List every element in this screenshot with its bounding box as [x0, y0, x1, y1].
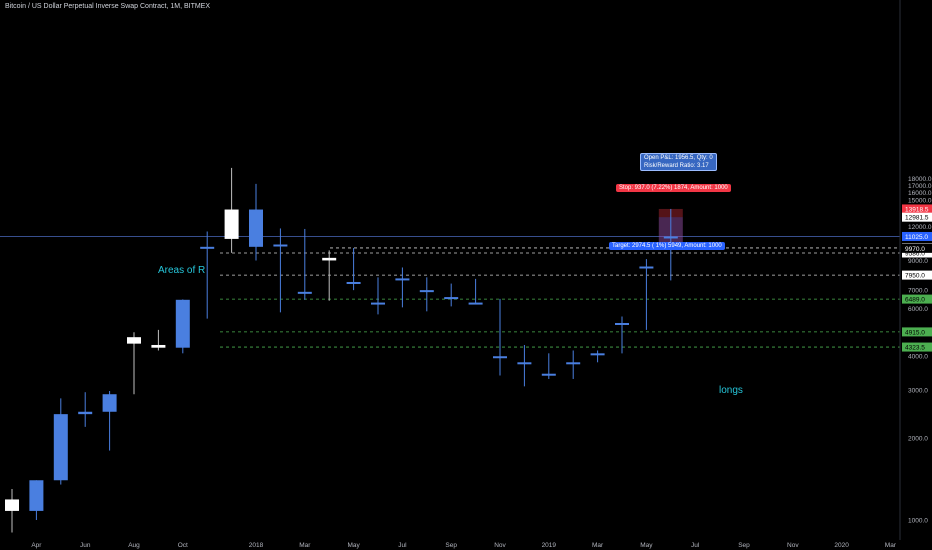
candle-body-2017-03: [5, 499, 19, 511]
y-tick-label: 15000.0: [908, 198, 932, 205]
y-tick-label: 2000.0: [908, 436, 928, 443]
candle-body-2018-05: [346, 281, 361, 284]
y-tick-label: 3000.0: [908, 388, 928, 395]
candle-body-2019-04: [615, 322, 629, 325]
pnl-line-1: Open P&L: 1956.5, Qty: 0: [644, 155, 713, 161]
price-tag-1[interactable]: 12981.5: [905, 215, 929, 222]
price-tag-0-bg: [902, 204, 932, 214]
price-tag-1-bg: [902, 212, 932, 222]
x-tick-label: Oct: [178, 542, 188, 549]
x-tick-label: Jul: [691, 542, 700, 549]
level-price-tag-3-bg: [902, 294, 932, 304]
candle-body-2018-03: [297, 291, 312, 294]
x-tick-label: Nov: [494, 542, 506, 549]
price-tag-2-bg: [902, 231, 932, 241]
level-price-tag-1-bg: [902, 248, 932, 258]
candle-body-2018-12: [517, 362, 532, 365]
price-tag-3-bg: [902, 243, 932, 253]
x-tick-label: May: [347, 542, 360, 549]
y-tick-label: 4000.0: [908, 354, 928, 361]
candle-body-2017-06: [78, 411, 93, 415]
x-tick-label: Sep: [445, 542, 457, 549]
x-tick-label: Mar: [885, 542, 897, 549]
candle-body-2018-10: [468, 302, 483, 305]
level-price-tag-3[interactable]: 6489.0: [905, 297, 925, 304]
price-axis[interactable]: 1000.02000.03000.04000.05000.06000.07000…: [899, 0, 932, 540]
level-price-tag-5-bg: [902, 342, 932, 352]
level-price-tag-5[interactable]: 4323.5: [905, 345, 925, 352]
x-tick-label: 2020: [834, 542, 849, 549]
target-label[interactable]: Target: 2974.5 ( 1%) 5949, Amount: 1000: [609, 241, 725, 250]
x-tick-label: Aug: [128, 542, 140, 549]
price-tag-0[interactable]: 13918.5: [905, 206, 929, 213]
price-tag-2[interactable]: 11025.0: [905, 234, 928, 241]
x-tick-label: Mar: [299, 542, 311, 549]
candle-body-2019-02: [566, 362, 581, 365]
stop-label[interactable]: Stop: 937.0 (7.22%) 1874, Amount: 1000: [616, 183, 731, 192]
candle-body-2018-09: [444, 297, 459, 300]
candles: [5, 167, 678, 533]
candle-body-2017-09: [151, 344, 166, 348]
candle-body-2018-07: [395, 278, 410, 281]
longs-annotation[interactable]: longs: [719, 385, 743, 396]
x-tick-label: Sep: [738, 542, 750, 549]
candle-body-2018-08: [419, 290, 434, 293]
y-tick-label: 7000.0: [908, 288, 928, 295]
candle-body-2017-08: [127, 337, 141, 344]
level-price-tag-4-bg: [902, 327, 932, 337]
pnl-label[interactable]: Open P&L: 1956.5, Qty: 0 Risk/Reward Rat…: [640, 153, 717, 171]
candle-body-2018-02: [273, 244, 288, 247]
candle-body-2017-07: [102, 394, 117, 412]
candle-body-2019-06: [663, 236, 678, 239]
chart-title: Bitcoin / US Dollar Perpetual Inverse Sw…: [5, 3, 211, 10]
y-tick-label: 18000.0: [908, 176, 932, 183]
x-tick-label: May: [640, 542, 653, 549]
x-tick-label: Jun: [80, 542, 91, 549]
y-tick-label: 17000.0: [908, 183, 932, 190]
y-tick-label: 12000.0: [908, 224, 932, 231]
x-tick-label: Apr: [31, 542, 42, 549]
candle-body-2018-06: [371, 302, 385, 305]
candle-body-2017-12: [224, 209, 239, 239]
x-tick-label: Mar: [592, 542, 604, 549]
candle-body-2017-10: [175, 299, 190, 348]
candle-body-2019-01: [541, 373, 556, 376]
x-tick-label: 2018: [249, 542, 264, 549]
candle-body-2017-05: [53, 414, 68, 481]
level-price-tag-4[interactable]: 4915.0: [905, 329, 925, 336]
x-tick-label: Nov: [787, 542, 799, 549]
candle-body-2017-04: [29, 480, 44, 511]
candle-body-2019-05: [639, 266, 654, 269]
level-price-tag-2[interactable]: 7950.0: [905, 273, 925, 280]
y-tick-label: 6000.0: [908, 306, 928, 313]
candle-body-2017-11: [200, 246, 215, 249]
candle-body-2019-03: [590, 353, 605, 356]
pnl-line-2: Risk/Reward Ratio: 3.17: [644, 163, 709, 169]
y-tick-label: 1000.0: [908, 518, 928, 525]
level-price-tag-1[interactable]: 9586.0: [905, 250, 925, 257]
candle-body-2018-11: [493, 356, 507, 359]
y-tick-label: 9000.0: [908, 258, 928, 265]
level-price-tag-2-bg: [902, 270, 932, 280]
areas-annotation[interactable]: Areas of R: [158, 265, 206, 276]
x-tick-label: 2019: [542, 542, 557, 549]
y-tick-label: 16000.0: [908, 190, 932, 197]
time-axis[interactable]: Apr Jun Aug Oct 2018 Mar May Jul Sep Nov 2019 Mar Ma…: [31, 542, 896, 549]
x-tick-label: Jul: [398, 542, 407, 549]
price-tag-3[interactable]: 9970.0: [905, 246, 925, 253]
candle-body-2018-04: [322, 257, 337, 261]
candle-body-2018-01: [249, 209, 263, 247]
